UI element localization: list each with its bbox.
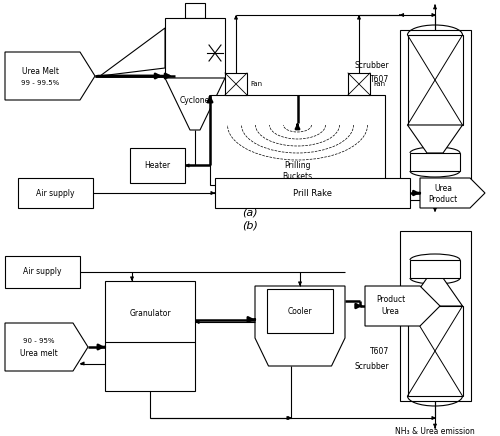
Text: Fan: Fan: [250, 81, 262, 87]
Text: Granulator: Granulator: [129, 310, 171, 319]
Text: Urea: Urea: [382, 307, 400, 317]
Text: T607: T607: [370, 75, 390, 85]
Bar: [18, 178, 93, 208]
Bar: [225, 73, 247, 95]
Text: Scrubber: Scrubber: [355, 61, 390, 69]
Text: Urea: Urea: [434, 184, 452, 193]
Polygon shape: [408, 278, 463, 306]
Bar: [400, 231, 470, 401]
Text: Heater: Heater: [144, 161, 171, 170]
Text: Scrubber: Scrubber: [355, 361, 390, 371]
Bar: [267, 289, 333, 333]
Text: Prilling: Prilling: [284, 160, 311, 170]
Polygon shape: [408, 125, 463, 153]
Text: 90 - 95%: 90 - 95%: [23, 338, 55, 344]
Text: T607: T607: [370, 347, 390, 355]
Bar: [348, 73, 370, 95]
Bar: [408, 35, 463, 125]
Text: Product: Product: [376, 296, 405, 304]
Text: Urea melt: Urea melt: [20, 348, 58, 358]
Polygon shape: [100, 28, 165, 76]
Bar: [185, 3, 205, 18]
Bar: [410, 260, 460, 278]
Text: Air supply: Air supply: [36, 188, 75, 198]
Text: Cooler: Cooler: [288, 307, 312, 316]
Polygon shape: [365, 286, 440, 326]
Bar: [5, 256, 80, 288]
Bar: [215, 178, 410, 208]
Text: Urea Melt: Urea Melt: [22, 67, 59, 75]
Text: Product: Product: [428, 194, 458, 204]
Bar: [400, 30, 470, 200]
Text: Prill Rake: Prill Rake: [293, 188, 332, 198]
Text: 99 - 99.5%: 99 - 99.5%: [22, 80, 60, 86]
Bar: [130, 148, 185, 183]
Bar: [210, 95, 385, 185]
Bar: [105, 281, 195, 391]
Polygon shape: [420, 178, 485, 208]
Polygon shape: [5, 52, 95, 100]
Text: Buckets: Buckets: [282, 171, 312, 181]
Bar: [408, 306, 463, 396]
Text: Air supply: Air supply: [23, 268, 62, 276]
Text: (b): (b): [242, 221, 258, 231]
Polygon shape: [5, 323, 88, 371]
Text: Fan: Fan: [373, 81, 385, 87]
Bar: [410, 153, 460, 171]
Text: NH₃ & Urea emission: NH₃ & Urea emission: [395, 427, 475, 436]
Polygon shape: [165, 78, 225, 130]
Text: Cyclone: Cyclone: [180, 95, 210, 105]
Text: (a): (a): [242, 207, 258, 217]
Bar: [165, 18, 225, 78]
Polygon shape: [255, 286, 345, 366]
